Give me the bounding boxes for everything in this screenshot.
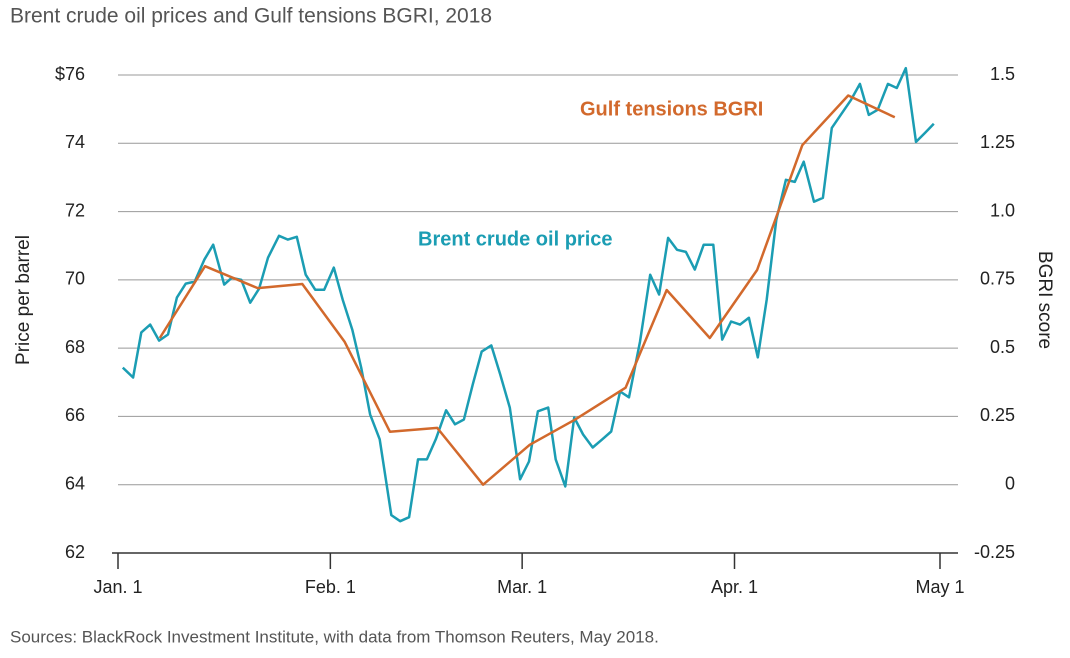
y2-axis-label: BGRI score — [1034, 251, 1055, 349]
x-tick-label: May 1 — [915, 577, 964, 597]
y2-tick-label: 0.25 — [980, 405, 1015, 425]
x-tick-label: Mar. 1 — [497, 577, 547, 597]
y-tick-label: 64 — [65, 473, 85, 493]
x-tick-label: Jan. 1 — [93, 577, 142, 597]
y-axis-label: Price per barrel — [13, 235, 34, 365]
y2-tick-label: 0 — [1005, 473, 1015, 493]
source-note: Sources: BlackRock Investment Institute,… — [10, 627, 659, 646]
y-tick-label: 66 — [65, 405, 85, 425]
y-tick-label: 72 — [65, 200, 85, 220]
annotation: Brent crude oil price — [418, 228, 613, 250]
y2-tick-label: 0.5 — [990, 337, 1015, 357]
y-tick-label: 68 — [65, 337, 85, 357]
y2-tick-label: -0.25 — [974, 542, 1015, 562]
series-line — [158, 94, 896, 486]
x-tick-label: Apr. 1 — [711, 577, 758, 597]
y2-tick-label: 0.75 — [980, 269, 1015, 289]
y-tick-label: 62 — [65, 542, 85, 562]
y2-tick-label: 1.5 — [990, 64, 1015, 84]
y2-tick-label: 1.0 — [990, 200, 1015, 220]
y-tick-label: 70 — [65, 269, 85, 289]
y2-tick-label: 1.25 — [980, 132, 1015, 152]
annotation: Gulf tensions BGRI — [580, 98, 763, 120]
y-tick-label: 74 — [65, 132, 85, 152]
series-line — [121, 66, 935, 523]
y-tick-label: $76 — [55, 64, 85, 84]
x-tick-label: Feb. 1 — [305, 577, 356, 597]
chart-title: Brent crude oil prices and Gulf tensions… — [10, 5, 492, 28]
